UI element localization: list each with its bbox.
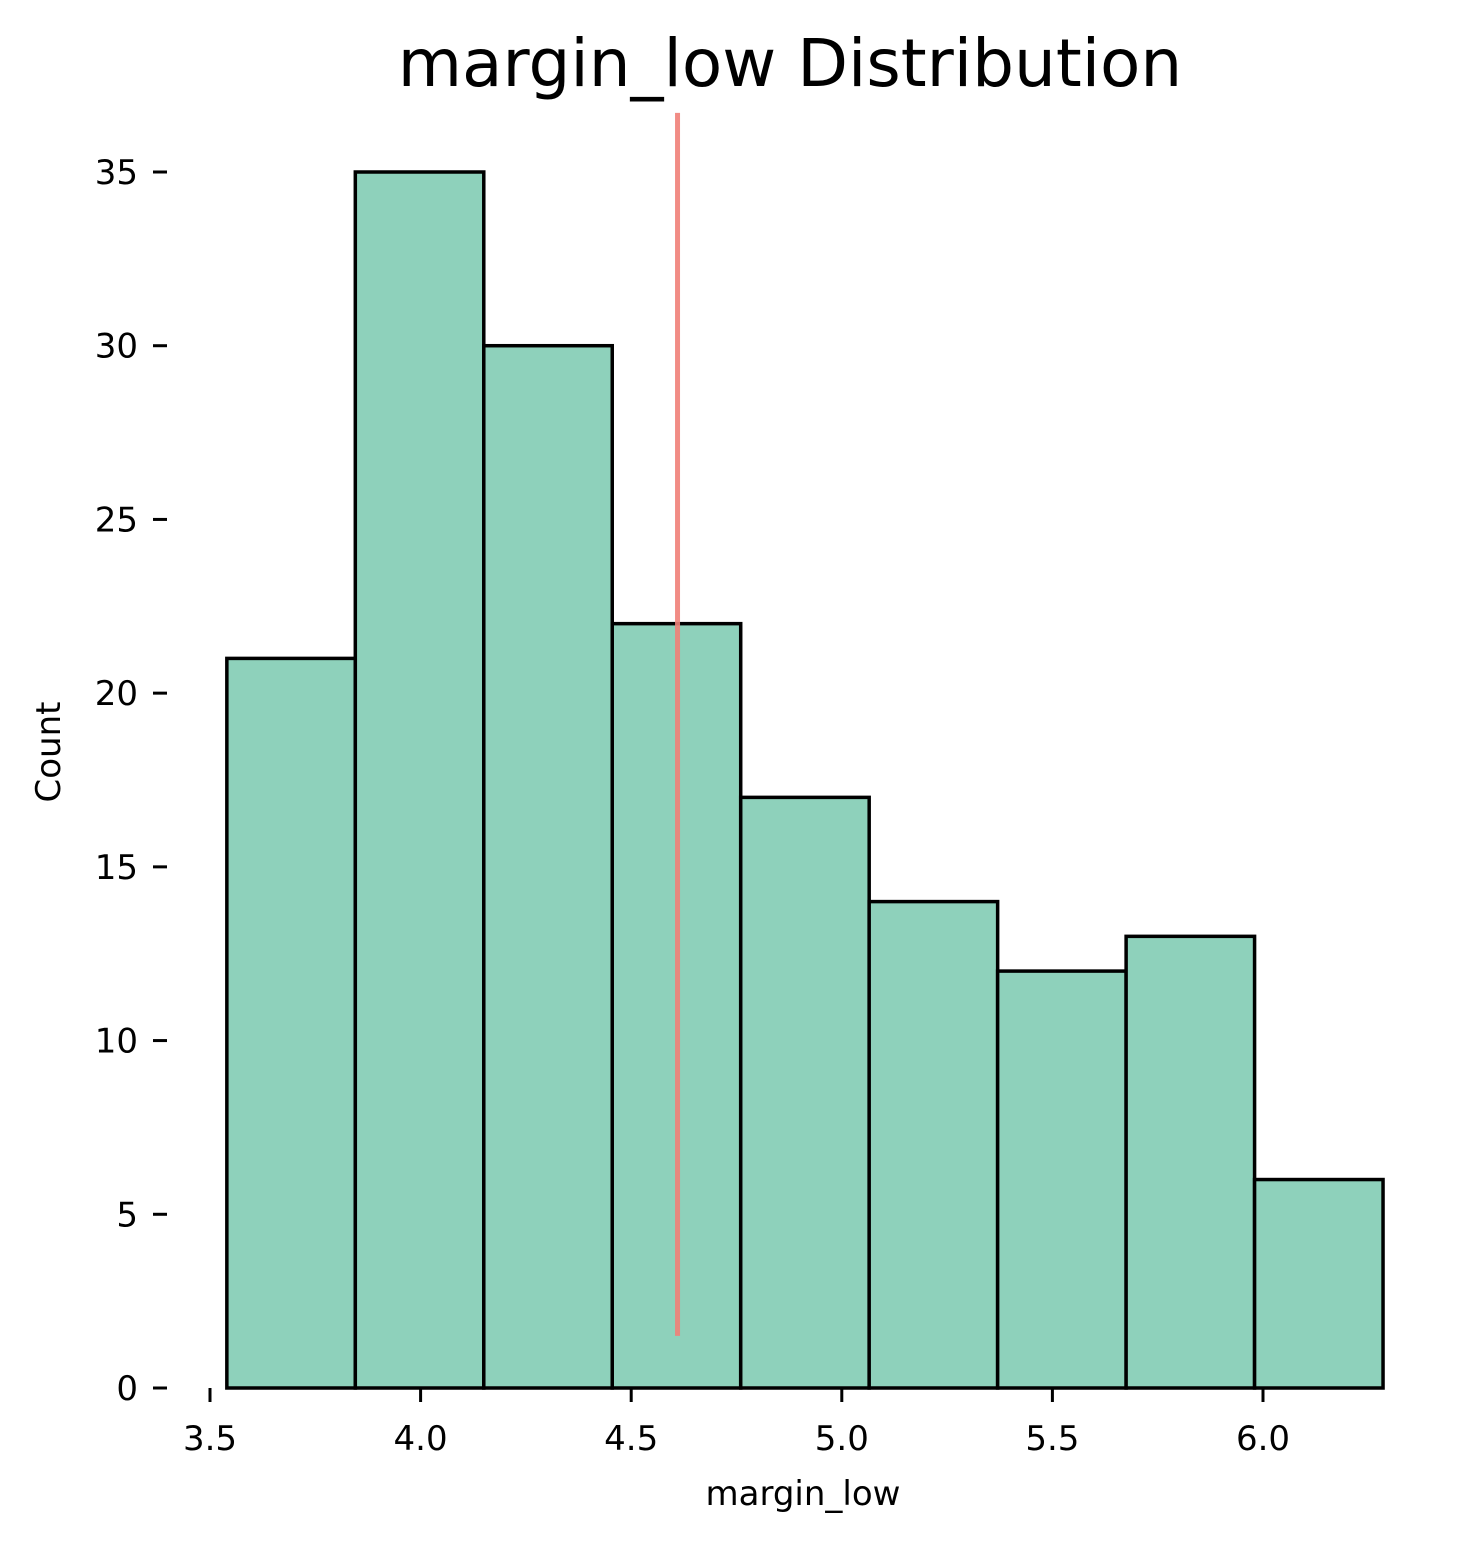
histogram-bar bbox=[225, 656, 358, 1390]
x-tick-label: 6.0 bbox=[1236, 1419, 1290, 1459]
y-tick-label: 35 bbox=[95, 153, 138, 193]
histogram-bars bbox=[225, 170, 1385, 1390]
x-axis: 3.5 4.0 4.5 5.0 5.5 6.0 bbox=[183, 1388, 1290, 1459]
x-tick-label: 4.0 bbox=[394, 1419, 448, 1459]
x-tick-label: 5.0 bbox=[815, 1419, 869, 1459]
y-tick-label: 10 bbox=[95, 1022, 138, 1062]
x-tick-label: 5.5 bbox=[1025, 1419, 1079, 1459]
x-tick-label: 3.5 bbox=[183, 1419, 237, 1459]
y-tick-label: 15 bbox=[95, 848, 138, 888]
histogram-bar bbox=[867, 899, 1000, 1390]
y-tick-label: 30 bbox=[95, 327, 138, 367]
y-tick-label: 5 bbox=[116, 1195, 138, 1235]
y-tick-label: 25 bbox=[95, 500, 138, 540]
histogram-bar bbox=[1124, 934, 1257, 1390]
x-tick-label: 4.5 bbox=[604, 1419, 658, 1459]
histogram-bar bbox=[1252, 1177, 1385, 1390]
histogram-bar bbox=[482, 343, 614, 1390]
y-axis: 0 5 10 15 20 25 30 35 bbox=[95, 153, 167, 1409]
chart-title: margin_low Distribution bbox=[398, 25, 1183, 102]
y-axis-label: Count bbox=[29, 702, 69, 803]
x-axis-label: margin_low bbox=[706, 1474, 901, 1514]
histogram-bar bbox=[995, 969, 1128, 1390]
histogram-bar bbox=[353, 170, 486, 1390]
histogram-bar bbox=[738, 795, 871, 1390]
y-tick-label: 20 bbox=[95, 674, 138, 714]
y-tick-label: 0 bbox=[116, 1369, 138, 1409]
